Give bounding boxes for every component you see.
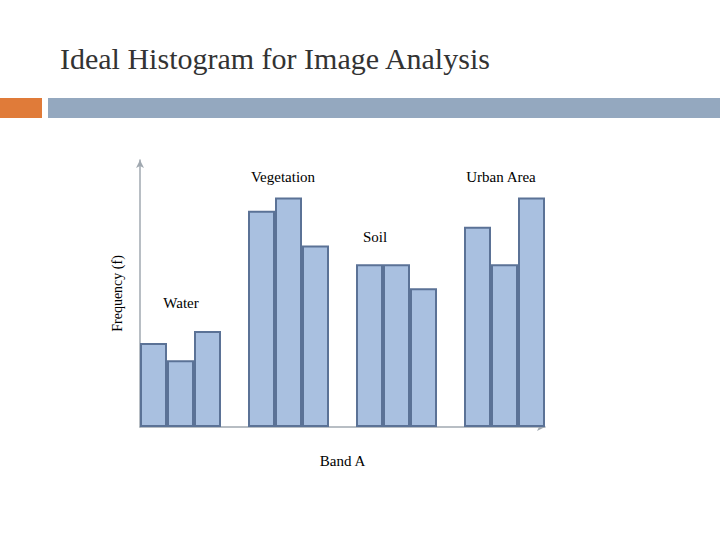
svg-text:Vegetation: Vegetation	[251, 169, 316, 185]
svg-text:Ideal Histogram for Image Anal: Ideal Histogram for Image Analysis	[60, 42, 490, 75]
svg-text:Frequency (f): Frequency (f)	[110, 255, 126, 332]
svg-text:Soil: Soil	[363, 229, 387, 245]
svg-text:Urban Area: Urban Area	[466, 169, 536, 185]
svg-text:Band A: Band A	[320, 453, 366, 469]
svg-text:Water: Water	[163, 295, 198, 311]
